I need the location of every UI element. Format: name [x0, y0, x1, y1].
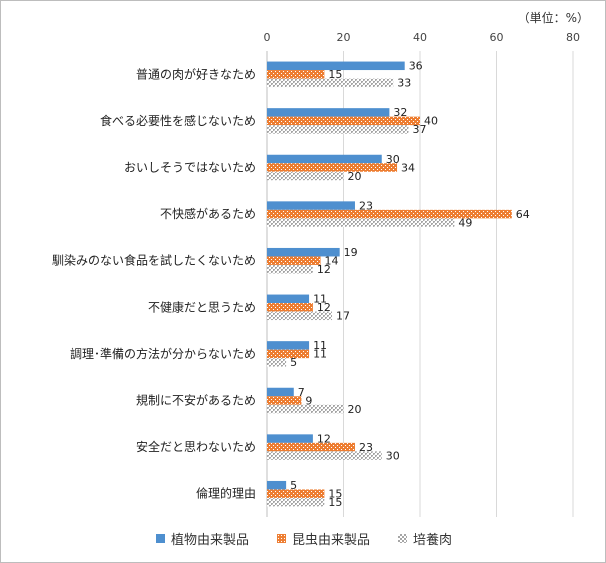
bar-昆虫由来製品: [267, 70, 325, 79]
bar-昆虫由来製品: [267, 303, 313, 312]
legend-item: 植物由来製品: [155, 529, 249, 548]
bar-植物由来製品: [267, 108, 390, 117]
bar-植物由来製品: [267, 387, 294, 397]
category-label: 安全だと思わないため: [136, 439, 256, 454]
value-label: 12: [317, 263, 331, 276]
value-label: 23: [359, 441, 373, 454]
value-label: 11: [313, 293, 327, 306]
bar-培養肉: [267, 125, 409, 134]
bar-昆虫由来製品: [267, 209, 512, 219]
value-label: 9: [305, 394, 312, 407]
legend-swatch: [155, 534, 165, 543]
value-label: 7: [298, 386, 305, 399]
bar-培養肉: [267, 497, 325, 507]
legend-label: 植物由来製品: [170, 533, 249, 548]
category-label: 食べる必要性を感じないため: [100, 113, 256, 128]
category-label: 調理･準備の方法が分からないため: [70, 346, 256, 361]
bar-培養肉: [267, 78, 394, 88]
bar-植物由来製品: [267, 61, 405, 71]
value-label: 37: [413, 123, 427, 136]
value-label: 19: [344, 246, 358, 259]
bar-昆虫由来製品: [267, 256, 321, 265]
bar-chart: 0 20 40 60 80 普通の肉が好きなため食べる必要性を感じないためおいしそうでは…: [52, 31, 581, 517]
category-label: 規制に不安があるため: [136, 393, 256, 408]
value-label: 23: [359, 199, 373, 212]
category-label: 不快感があるため: [160, 206, 256, 221]
bar-昆虫由来製品: [267, 396, 302, 405]
x-tick-label: 40: [413, 31, 427, 44]
unit-label: （単位：%）: [517, 11, 589, 25]
bar-培養肉: [267, 311, 333, 321]
bar-培養肉: [267, 358, 287, 367]
bar-培養肉: [267, 171, 344, 181]
bar-植物由来製品: [267, 434, 313, 443]
value-label: 17: [336, 310, 350, 323]
x-axis-ticks: 0 20 40 60 80: [264, 31, 581, 44]
category-label: 不健康だと思うため: [148, 299, 256, 314]
x-tick-label: 60: [490, 31, 504, 44]
bar-植物由来製品: [267, 247, 340, 257]
category-labels: 普通の肉が好きなため食べる必要性を感じないためおいしそうではないため不快感がある…: [52, 66, 256, 500]
bar-植物由来製品: [267, 201, 355, 210]
value-label: 30: [386, 153, 400, 166]
bar-昆虫由来製品: [267, 349, 310, 359]
value-label: 11: [313, 348, 327, 361]
bar-昆虫由来製品: [267, 442, 355, 452]
value-label: 20: [348, 403, 362, 416]
value-label: 5: [290, 356, 297, 369]
legend-swatch: [398, 534, 407, 543]
category-label: 馴染みのない食品を試したくないため: [52, 253, 256, 268]
legend: 植物由来製品 昆虫由来製品 培養肉: [1, 529, 605, 548]
x-tick-label: 20: [337, 31, 351, 44]
value-label: 34: [401, 161, 415, 174]
value-label: 30: [386, 449, 400, 462]
value-label: 12: [317, 432, 331, 445]
bar-培養肉: [267, 264, 313, 274]
legend-swatch: [276, 534, 286, 543]
bar-植物由来製品: [267, 480, 287, 490]
value-label: 40: [424, 115, 438, 128]
legend-label: 昆虫由来製品: [291, 533, 370, 548]
value-label: 15: [328, 496, 342, 509]
value-label: 5: [290, 479, 297, 492]
x-tick-label: 80: [566, 31, 580, 44]
bar-昆虫由来製品: [267, 489, 325, 498]
bar-昆虫由来製品: [267, 116, 420, 126]
category-label: 倫理的理由: [196, 486, 256, 501]
bars: [267, 61, 512, 507]
bar-植物由来製品: [267, 154, 382, 164]
category-label: おいしそうではないため: [124, 161, 256, 175]
legend-label: 培養肉: [413, 533, 453, 548]
value-label: 12: [317, 301, 331, 314]
legend-item: 培養肉: [398, 529, 452, 548]
bar-植物由来製品: [267, 294, 310, 304]
value-label: 33: [397, 77, 411, 90]
x-tick-label: 0: [264, 31, 271, 44]
value-label: 20: [348, 170, 362, 183]
bar-培養肉: [267, 451, 382, 460]
value-label: 32: [393, 106, 407, 119]
bar-培養肉: [267, 218, 455, 227]
bar-培養肉: [267, 404, 344, 414]
value-label: 14: [325, 254, 339, 267]
bar-昆虫由来製品: [267, 163, 398, 172]
value-label: 11: [313, 339, 327, 352]
legend-item: 昆虫由来製品: [276, 529, 370, 548]
value-label: 36: [409, 60, 423, 73]
value-label: 15: [328, 68, 342, 81]
bar-植物由来製品: [267, 341, 310, 350]
value-label: 15: [328, 487, 342, 500]
value-label: 64: [516, 208, 530, 221]
value-label: 49: [458, 216, 472, 229]
value-labels: 3615333240373034202364491914121112171111…: [290, 60, 530, 509]
category-label: 普通の肉が好きなため: [136, 66, 256, 81]
